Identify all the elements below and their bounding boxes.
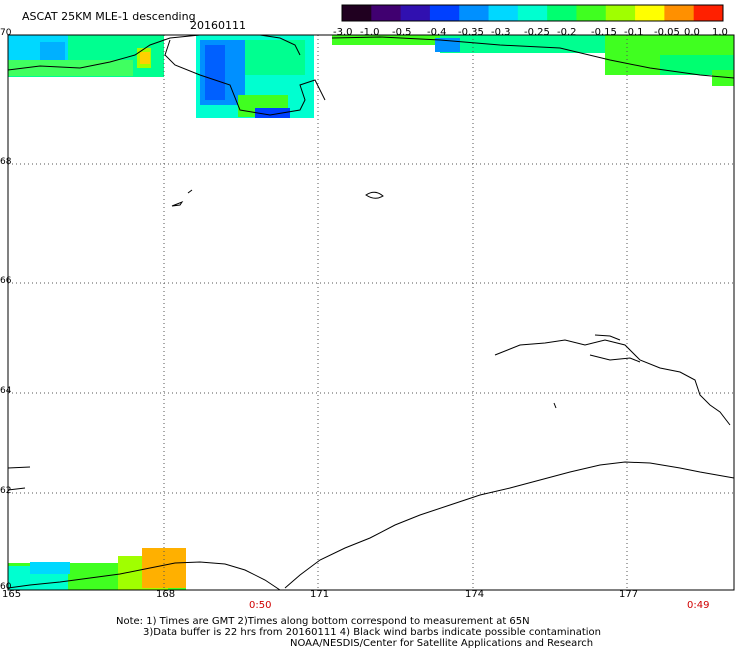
colorbar-label: -0.1 — [624, 27, 644, 38]
colorbar-swatch — [371, 5, 402, 21]
colorbar — [341, 4, 724, 22]
colorbar-label: 1.0 — [712, 27, 728, 38]
colorbar-swatch — [488, 5, 519, 21]
note-line-2: 3)Data buffer is 22 hrs from 20160111 4)… — [143, 627, 601, 638]
coastlines — [7, 34, 735, 591]
map-date: 20160111 — [190, 19, 246, 32]
colorbar-label: -0.15 — [591, 27, 617, 38]
colorbar-frame — [341, 4, 724, 22]
colorbar-label: 0.0 — [684, 27, 700, 38]
map-title: ASCAT 25KM MLE-1 descending — [22, 10, 196, 23]
lon-label-174: 174 — [465, 589, 485, 600]
colorbar-swatch — [635, 5, 665, 21]
map-frame — [7, 34, 735, 591]
note-line-1: Note: 1) Times are GMT 2)Times along bot… — [116, 616, 530, 627]
swath-bottom-left — [8, 548, 186, 590]
colorbar-swatch — [693, 5, 724, 21]
lon-label-168: 168 — [156, 589, 176, 600]
colorbar-swatch — [429, 5, 460, 21]
colorbar-label: -1.0 — [360, 27, 380, 38]
colorbar-label: -0.35 — [458, 27, 484, 38]
lat-label-64: 64 — [0, 386, 12, 396]
lat-label-70: 70 — [0, 28, 12, 38]
lon-label-165: 165 — [2, 589, 22, 600]
colorbar-swatch — [576, 5, 607, 21]
colorbar-swatch — [400, 5, 431, 21]
lat-label-62: 62 — [0, 486, 12, 496]
colorbar-label: -0.3 — [491, 27, 511, 38]
colorbar-label: -0.05 — [654, 27, 680, 38]
colorbar-swatch — [605, 5, 636, 21]
colorbar-label: -0.4 — [427, 27, 447, 38]
lon-label-171: 171 — [310, 589, 330, 600]
colorbar-label: -0.2 — [557, 27, 577, 38]
lat-label-60: 60 — [0, 582, 12, 592]
colorbar-swatch — [664, 5, 695, 21]
time-label-right: 0:49 — [687, 600, 710, 611]
colorbar-label: -3.0 — [333, 27, 353, 38]
note-line-3: NOAA/NESDIS/Center for Satellite Applica… — [290, 638, 594, 649]
time-label-left: 0:50 — [249, 600, 272, 611]
swath-top-left — [8, 35, 164, 77]
map-grid — [8, 34, 734, 590]
colorbar-swatch — [547, 5, 577, 21]
lat-label-66: 66 — [0, 276, 12, 286]
lon-label-177: 177 — [619, 589, 639, 600]
swath-top-right — [332, 35, 734, 86]
lat-label-68: 68 — [0, 157, 12, 167]
colorbar-swatch — [459, 5, 490, 21]
colorbar-swatch — [342, 5, 372, 21]
colorbar-label: -0.5 — [392, 27, 412, 38]
colorbar-swatch — [517, 5, 548, 21]
colorbar-label: -0.25 — [524, 27, 550, 38]
